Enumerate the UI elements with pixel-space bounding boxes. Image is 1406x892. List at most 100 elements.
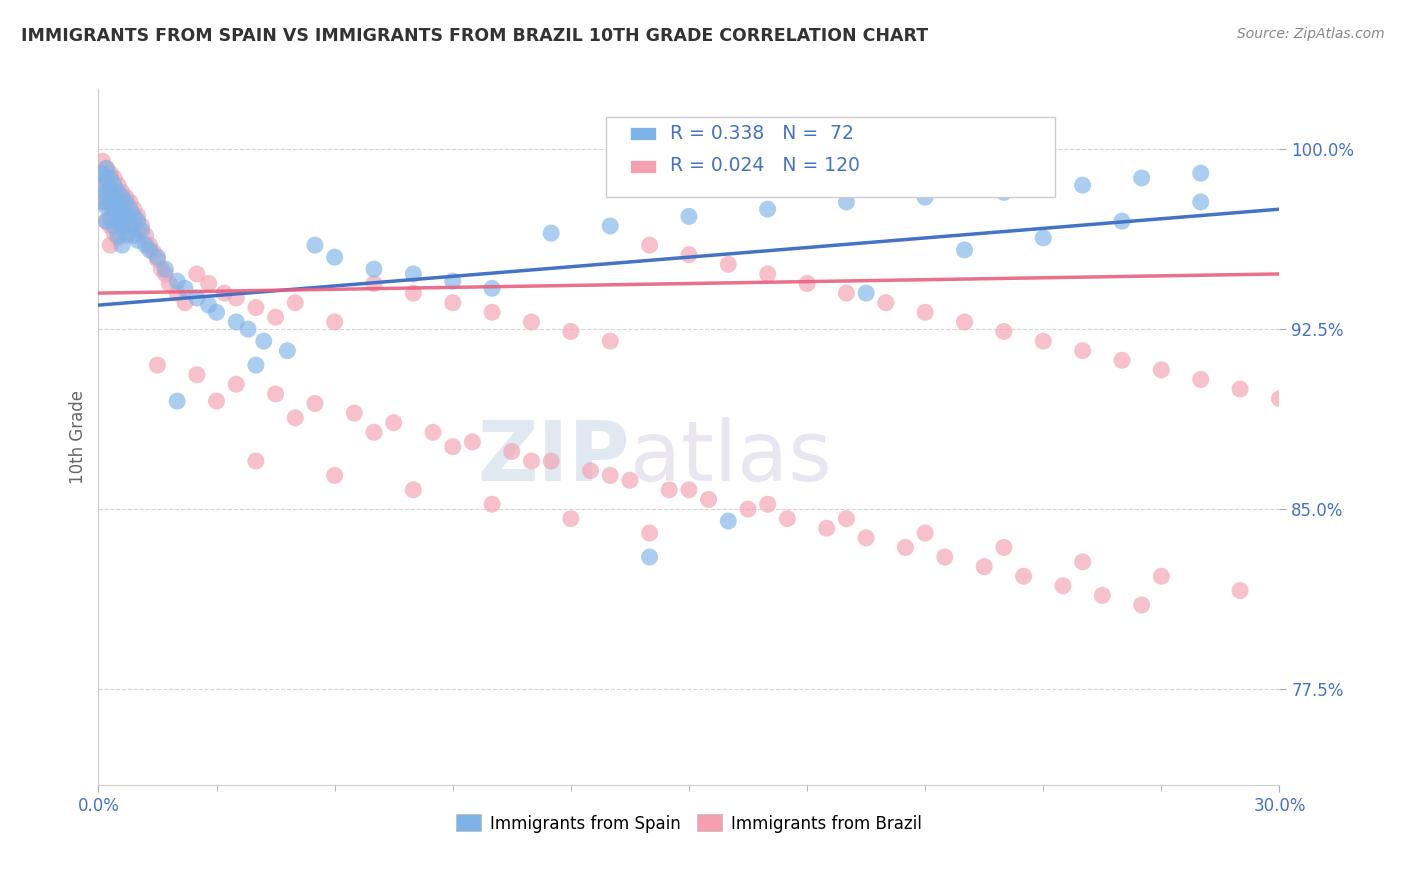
Point	[1091, 589, 1114, 603]
Point	[638, 526, 661, 541]
Point	[737, 502, 759, 516]
Point	[166, 286, 188, 301]
Point	[560, 325, 582, 339]
Point	[323, 315, 346, 329]
Point	[115, 190, 138, 204]
Bar	[630, 160, 655, 173]
Point	[138, 238, 160, 252]
Point	[91, 171, 114, 186]
Point	[1130, 171, 1153, 186]
Point	[91, 178, 114, 193]
Point	[1130, 598, 1153, 612]
Point	[122, 219, 145, 233]
Point	[107, 214, 129, 228]
Point	[914, 190, 936, 204]
Point	[540, 454, 562, 468]
Point	[914, 305, 936, 319]
Point	[96, 214, 118, 228]
Point	[146, 252, 169, 267]
Point	[107, 228, 129, 243]
Point	[103, 219, 125, 233]
Point	[111, 186, 134, 200]
Point	[1071, 343, 1094, 358]
Point	[245, 454, 267, 468]
Point	[914, 526, 936, 541]
Point	[253, 334, 276, 348]
Point	[1189, 372, 1212, 386]
Point	[98, 200, 121, 214]
Point	[96, 186, 118, 200]
Point	[678, 248, 700, 262]
Point	[111, 190, 134, 204]
Legend: Immigrants from Spain, Immigrants from Brazil: Immigrants from Spain, Immigrants from B…	[450, 808, 928, 839]
Point	[323, 468, 346, 483]
Point	[155, 262, 177, 277]
Point	[402, 483, 425, 497]
Point	[756, 497, 779, 511]
Point	[993, 325, 1015, 339]
Point	[1012, 569, 1035, 583]
Point	[107, 194, 129, 209]
Point	[135, 228, 157, 243]
Point	[131, 219, 153, 233]
Point	[245, 301, 267, 315]
Point	[166, 274, 188, 288]
Point	[717, 514, 740, 528]
Point	[441, 295, 464, 310]
Point	[1032, 231, 1054, 245]
Point	[323, 250, 346, 264]
Point	[96, 194, 118, 209]
Point	[127, 210, 149, 224]
Point	[107, 186, 129, 200]
Point	[127, 226, 149, 240]
Point	[481, 305, 503, 319]
Y-axis label: 10th Grade: 10th Grade	[69, 390, 87, 484]
Point	[118, 202, 141, 216]
Point	[276, 343, 298, 358]
Point	[115, 210, 138, 224]
Point	[118, 219, 141, 233]
Point	[127, 214, 149, 228]
Point	[111, 238, 134, 252]
Point	[1071, 555, 1094, 569]
Point	[166, 394, 188, 409]
Point	[186, 368, 208, 382]
Point	[402, 267, 425, 281]
Point	[138, 243, 160, 257]
Point	[98, 194, 121, 209]
Point	[96, 178, 118, 193]
Point	[186, 291, 208, 305]
Point	[481, 281, 503, 295]
Point	[174, 295, 197, 310]
Point	[363, 262, 385, 277]
Point	[107, 200, 129, 214]
Point	[756, 267, 779, 281]
Point	[835, 286, 858, 301]
Point	[717, 257, 740, 271]
Point	[776, 511, 799, 525]
Point	[111, 202, 134, 216]
Point	[993, 541, 1015, 555]
Point	[599, 219, 621, 233]
Point	[115, 210, 138, 224]
Point	[174, 281, 197, 295]
Point	[245, 358, 267, 372]
Point	[678, 483, 700, 497]
Point	[103, 178, 125, 193]
Bar	[630, 127, 655, 140]
Point	[835, 194, 858, 209]
Point	[225, 291, 247, 305]
Point	[441, 440, 464, 454]
Point	[1071, 178, 1094, 193]
Point	[304, 396, 326, 410]
Point	[796, 277, 818, 291]
Point	[96, 171, 118, 186]
FancyBboxPatch shape	[606, 117, 1054, 197]
Text: R = 0.024   N = 120: R = 0.024 N = 120	[671, 156, 860, 175]
Point	[1150, 363, 1173, 377]
Point	[697, 492, 720, 507]
Point	[264, 387, 287, 401]
Point	[103, 207, 125, 221]
Text: IMMIGRANTS FROM SPAIN VS IMMIGRANTS FROM BRAZIL 10TH GRADE CORRELATION CHART: IMMIGRANTS FROM SPAIN VS IMMIGRANTS FROM…	[21, 27, 928, 45]
Point	[560, 511, 582, 525]
